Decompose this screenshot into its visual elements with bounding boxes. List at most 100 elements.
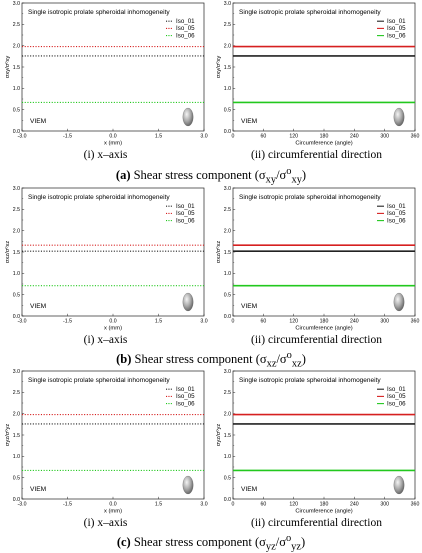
y-tick-label: 2.5: [13, 390, 20, 396]
caption-c-left: (i) x–axis: [0, 517, 211, 529]
annotation-label: VIEM: [241, 486, 257, 493]
x-tick-label: 180: [320, 319, 329, 325]
plot-frame: [232, 187, 416, 317]
y-tick-label: 3.0: [13, 1, 20, 7]
y-tick-label: 1.0: [13, 271, 20, 277]
caption-a-mid: /σ: [276, 168, 287, 183]
caption-b-right-text: circumferential direction: [265, 334, 382, 346]
spheroid-icon: [393, 292, 405, 312]
caption-c-sub2: yz: [291, 541, 301, 553]
legend-label: Iso_05: [387, 25, 406, 32]
y-tick-label: 1.5: [224, 250, 231, 256]
x-tick-label: -3.0: [18, 134, 27, 140]
x-tick-label: 300: [380, 134, 389, 140]
caption-c-right-text: circumferential direction: [265, 517, 382, 529]
y-tick-label: 0.5: [224, 107, 231, 113]
y-tick-label: 1.0: [13, 86, 20, 92]
annotation-label: VIEM: [30, 118, 46, 125]
caption-c-sup: o: [285, 533, 292, 544]
spheroid-icon: [182, 107, 194, 127]
y-tick-label: 0.0: [224, 497, 231, 503]
caption-a-left-num: (i): [83, 149, 95, 161]
caption-a-left: (i) x–axis: [0, 149, 211, 161]
x-tick-label: 3.0: [200, 319, 207, 325]
legend-label: Iso_06: [387, 32, 406, 39]
caption-c-prefix: (c): [116, 535, 134, 550]
caption-b-sub1: xz: [266, 358, 277, 370]
x-tick-label: 0: [232, 502, 235, 508]
legend-label: Iso_05: [176, 210, 195, 217]
y-tick-label: 1.0: [224, 454, 231, 460]
legend-label: Iso_01: [176, 386, 195, 393]
x-axis-label: Circumference (angle): [295, 509, 352, 515]
plot-frame: [21, 370, 205, 500]
legend-label: Iso_05: [387, 210, 406, 217]
caption-a-main: (a) Shear stress component (σxy/σoxy): [0, 166, 422, 186]
y-tick-label: 2.0: [13, 43, 20, 49]
x-tick-label: 120: [289, 134, 298, 140]
x-tick-label: 60: [260, 502, 266, 508]
caption-a-prefix: (a): [115, 168, 134, 183]
y-tick-label: 3.0: [224, 186, 231, 192]
legend-label: Iso_05: [176, 25, 195, 32]
legend-label: Iso_01: [387, 18, 406, 25]
y-tick-label: 0.0: [13, 129, 20, 135]
x-tick-label: 1.5: [155, 319, 162, 325]
annotation-label: VIEM: [30, 486, 46, 493]
spheroid-icon: [182, 292, 194, 312]
y-tick-label: 3.0: [224, 369, 231, 375]
x-tick-label: 0: [232, 134, 235, 140]
y-tick-label: 2.5: [224, 207, 231, 213]
y-tick-label: 2.0: [224, 228, 231, 234]
x-axis-label: Circumference (angle): [295, 141, 352, 147]
x-tick-label: 1.5: [155, 502, 162, 508]
caption-b-right-num: (ii): [251, 334, 266, 346]
chart-c-circumferential: 0.0 0.5 1.0 1.5 2.0 2.5 3.0 0 60 120 180 240 300 360 C…: [215, 369, 419, 515]
y-axis-label: σxy/σºxy: [215, 56, 222, 79]
chart-b-circumferential: 0.0 0.5 1.0 1.5 2.0 2.5 3.0 0 60 120 180 240 300 360 C…: [215, 186, 419, 332]
x-tick-label: 3.0: [200, 134, 207, 140]
caption-a-sub2: xy: [291, 174, 302, 186]
chart-c-x-axis: 0.0 0.5 1.0 1.5 2.0 2.5 3.0 -3.0 -1.5 0.0 1.5 3.0 x …: [4, 369, 208, 515]
x-tick-label: 0.0: [109, 502, 116, 508]
caption-a-sub1: xy: [265, 174, 277, 186]
y-tick-label: 1.0: [13, 454, 20, 460]
x-tick-label: 0.0: [109, 319, 116, 325]
plot-frame: [232, 2, 416, 132]
spheroid-icon: [393, 475, 405, 495]
caption-a-sup: o: [286, 166, 292, 177]
caption-c-text: Shear stress component (σ: [133, 535, 266, 550]
y-tick-label: 0.5: [224, 475, 231, 481]
x-axis-label: x (mm): [104, 141, 122, 147]
x-tick-label: 120: [289, 319, 298, 325]
annotation-label: VIEM: [241, 118, 257, 125]
legend-label: Iso_05: [387, 393, 406, 400]
caption-c-right-num: (ii): [251, 517, 266, 529]
y-tick-label: 0.0: [13, 497, 20, 503]
y-tick-label: 3.0: [224, 1, 231, 7]
y-tick-label: 0.0: [224, 314, 231, 320]
y-tick-label: 2.0: [13, 411, 20, 417]
y-tick-label: 2.0: [224, 411, 231, 417]
caption-a-left-text: x–axis: [94, 149, 128, 161]
x-tick-label: 180: [320, 502, 329, 508]
plot-frame: [232, 370, 416, 500]
y-tick-label: 2.5: [13, 22, 20, 28]
y-tick-label: 2.5: [224, 22, 231, 28]
caption-a-end: ): [301, 168, 307, 183]
x-tick-label: -3.0: [18, 502, 27, 508]
y-tick-label: 2.5: [13, 207, 20, 213]
annotation-label: VIEM: [30, 303, 46, 310]
caption-b-prefix: (b): [116, 352, 135, 367]
y-tick-label: 0.5: [13, 107, 20, 113]
plot-frame: [21, 2, 205, 132]
y-axis-label: σxy/σºxy: [4, 56, 11, 79]
caption-b-main: (b) Shear stress component (σxz/σoxz): [0, 350, 422, 370]
spheroid-icon: [182, 475, 194, 495]
y-axis-label: σxz/σºxz: [215, 241, 222, 264]
x-tick-label: 60: [260, 319, 266, 325]
x-tick-label: -1.5: [63, 502, 72, 508]
x-tick-label: 3.0: [200, 502, 207, 508]
chart-a-circumferential: 0.0 0.5 1.0 1.5 2.0 2.5 3.0 0 60 120 180 240 300 360 C…: [215, 1, 419, 147]
x-axis-label: Circumference (angle): [295, 326, 352, 332]
